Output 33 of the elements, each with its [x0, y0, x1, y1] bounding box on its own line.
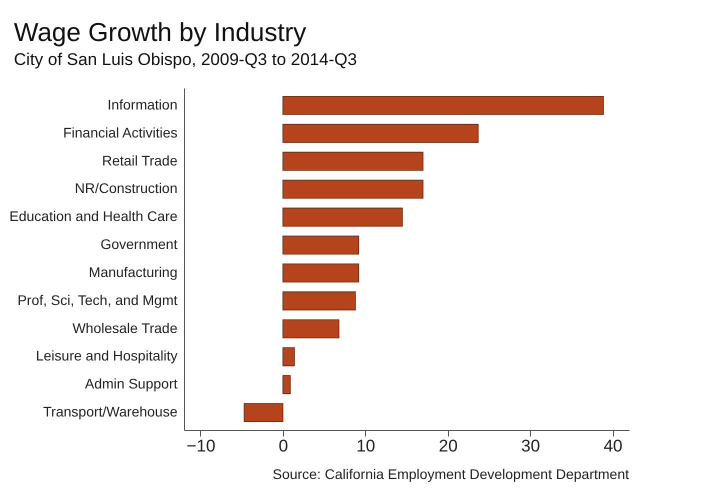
- bar: [244, 403, 284, 422]
- x-tick-label: 20: [438, 436, 458, 456]
- x-tick-label: −10: [186, 436, 216, 456]
- y-tick-label: Leisure and Hospitality: [36, 348, 178, 364]
- x-tick-label: 10: [356, 436, 376, 456]
- y-tick-label: Admin Support: [84, 376, 178, 392]
- bar: [282, 263, 360, 282]
- y-tick-label: Financial Activities: [63, 124, 178, 140]
- bar: [282, 291, 356, 310]
- y-tick-label: Prof, Sci, Tech, and Mgmt: [17, 292, 178, 308]
- bar: [282, 96, 604, 115]
- y-tick-label: Manufacturing: [88, 264, 178, 280]
- y-tick-label: Transport/Warehouse: [43, 404, 178, 420]
- bar: [282, 319, 340, 338]
- bar: [282, 236, 360, 255]
- y-tick-label: Information: [107, 96, 178, 112]
- bar: [282, 375, 291, 394]
- y-tick-label: NR/Construction: [74, 180, 178, 196]
- source-note: Source: California Employment Development Department: [272, 466, 630, 482]
- bar: [282, 347, 295, 366]
- bar: [282, 180, 424, 199]
- x-tick-label: 30: [521, 436, 540, 456]
- y-tick-label: Government: [100, 236, 178, 252]
- x-tick-label: 0: [278, 436, 288, 456]
- bar: [282, 208, 403, 227]
- y-tick-label: Wholesale Trade: [72, 320, 178, 336]
- bar: [282, 124, 479, 143]
- chart-subtitle: City of San Luis Obispo, 2009-Q3 to 2014-Q3: [14, 50, 357, 69]
- x-tick-label: 40: [604, 436, 622, 456]
- y-tick-label: Education and Health Care: [9, 208, 178, 224]
- y-tick-label: Retail Trade: [102, 152, 178, 168]
- bar: [282, 152, 424, 171]
- chart-title: Wage Growth by Industry: [14, 17, 306, 47]
